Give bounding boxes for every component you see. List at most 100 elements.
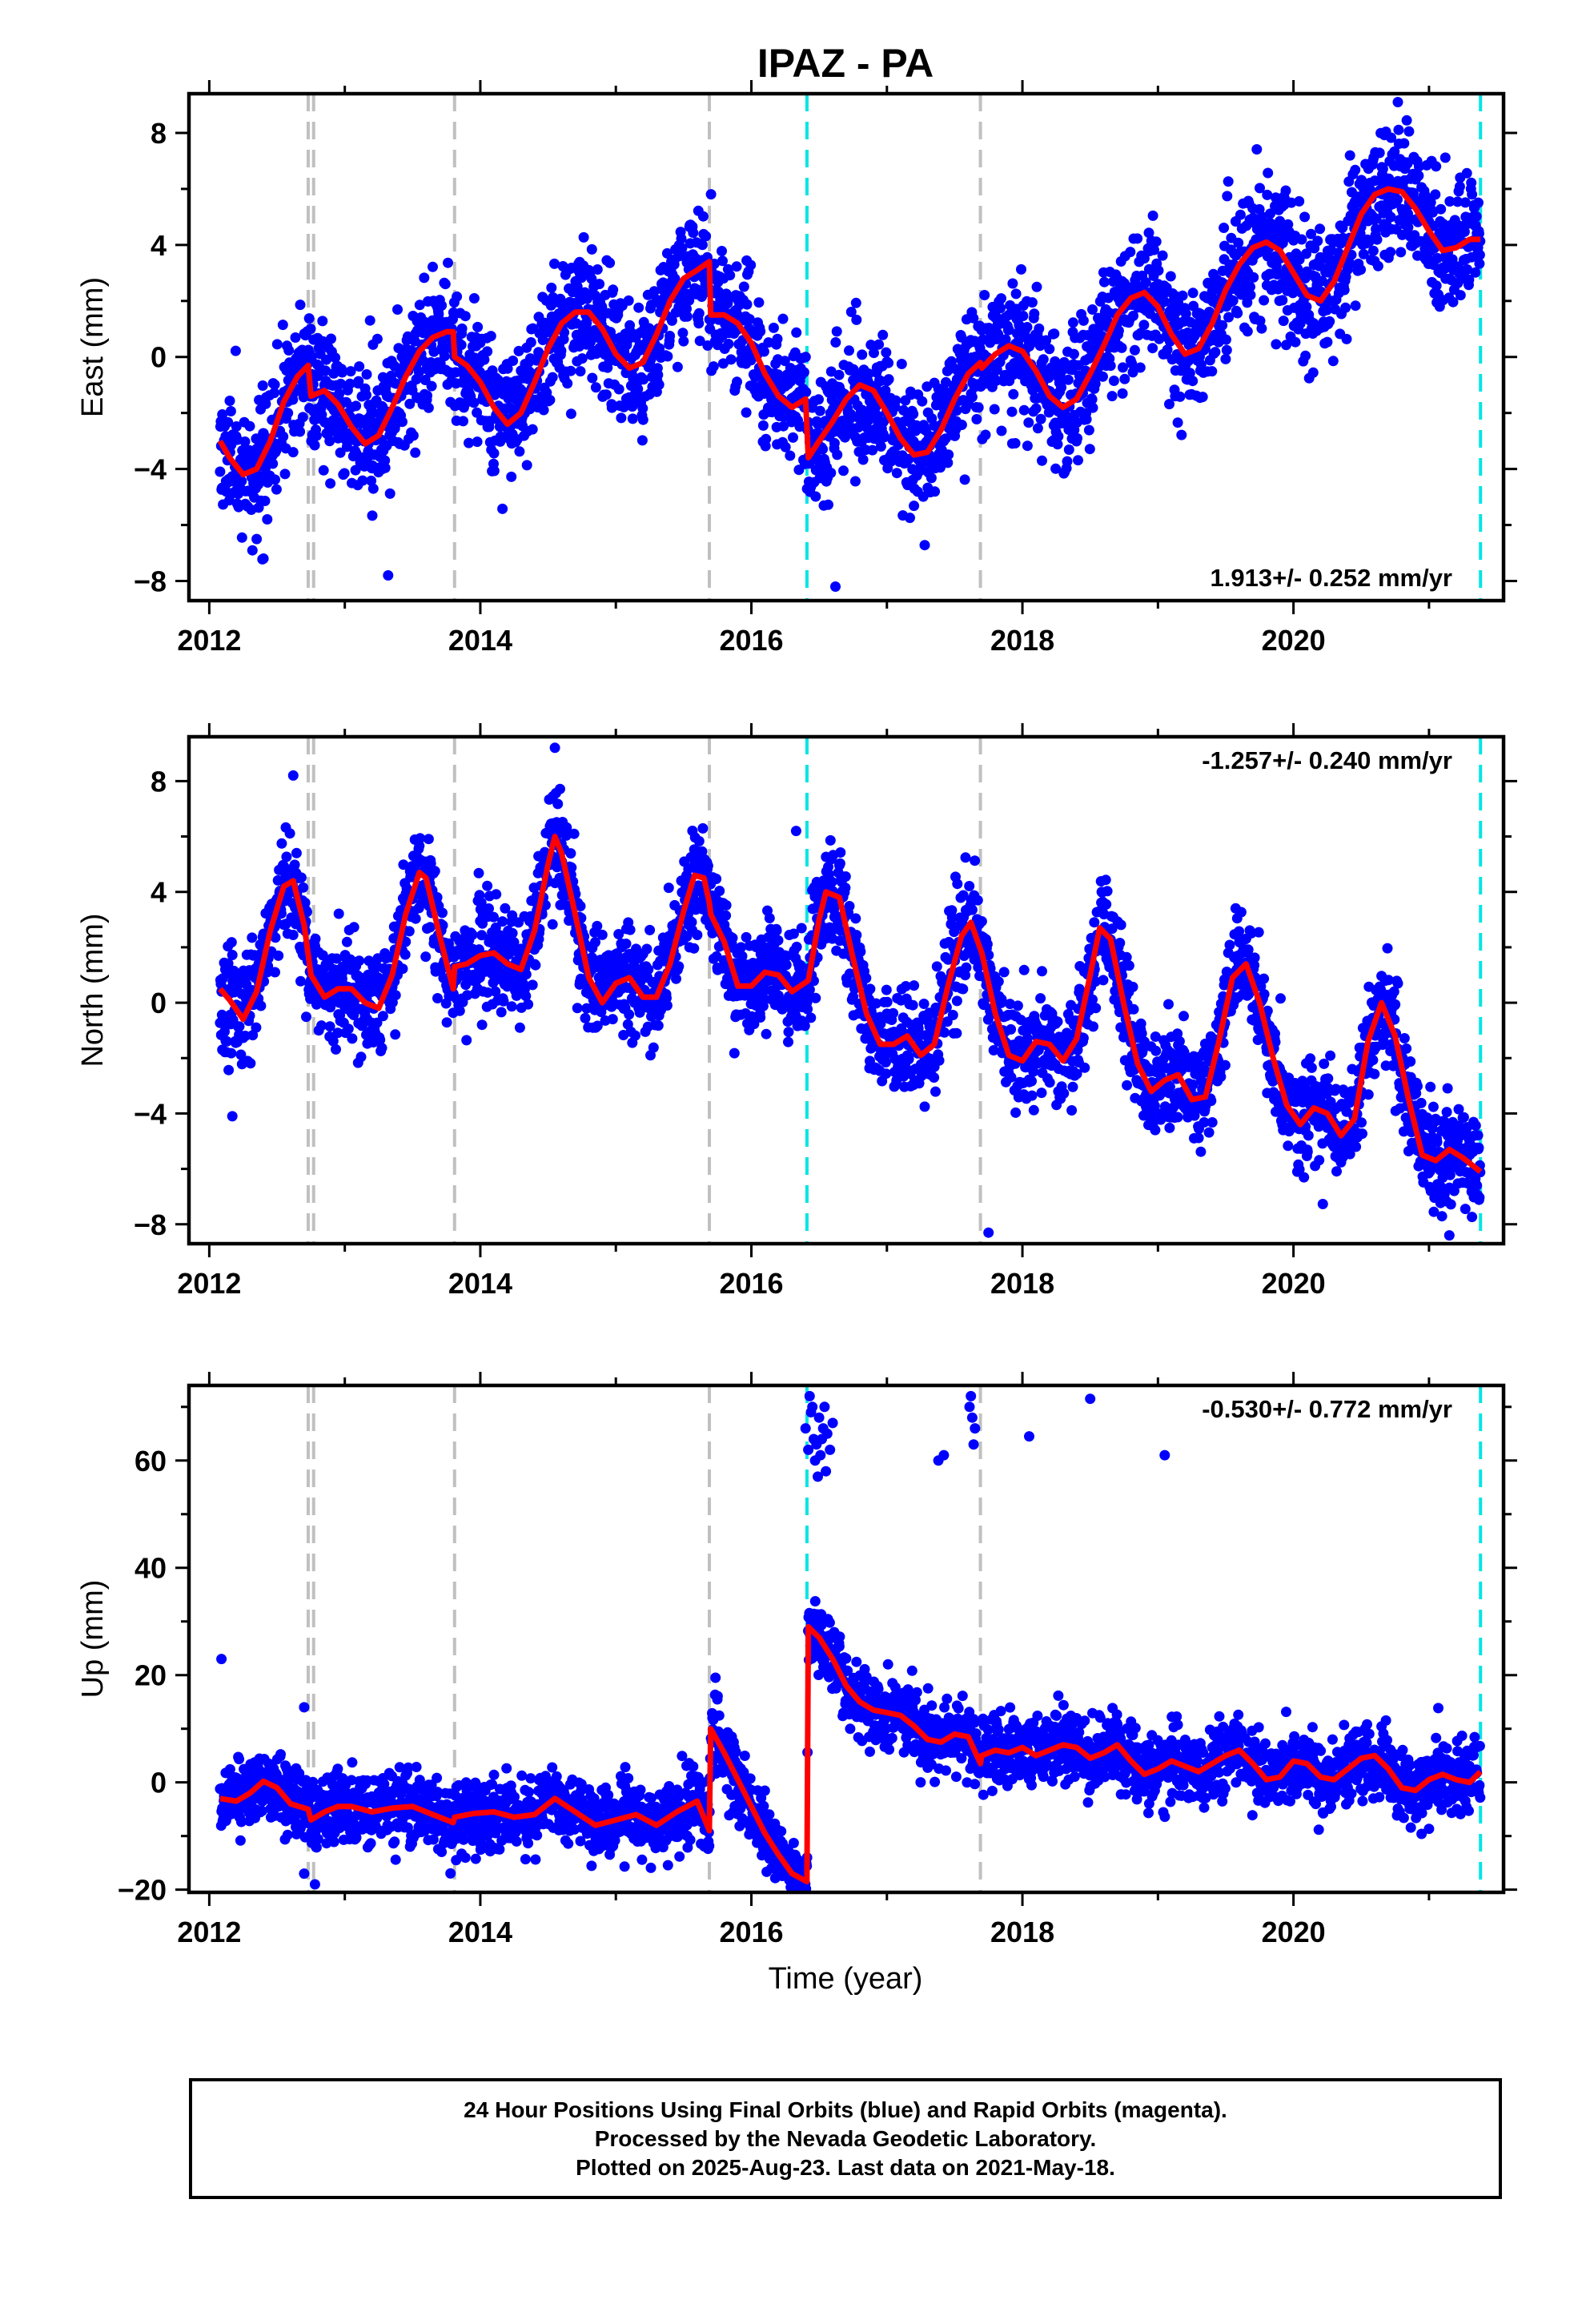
data-point bbox=[262, 514, 273, 525]
data-point bbox=[1355, 264, 1367, 275]
data-point bbox=[281, 851, 292, 862]
data-point bbox=[1395, 247, 1407, 258]
data-point bbox=[881, 996, 893, 1007]
data-point bbox=[881, 1068, 892, 1080]
data-point bbox=[361, 389, 371, 400]
data-point bbox=[440, 279, 451, 290]
data-point bbox=[896, 359, 907, 369]
data-point bbox=[236, 532, 247, 543]
data-point bbox=[1265, 208, 1275, 219]
data-point bbox=[697, 211, 709, 222]
data-point bbox=[1397, 229, 1407, 240]
data-point bbox=[508, 937, 520, 948]
data-point bbox=[423, 834, 434, 845]
data-point bbox=[482, 880, 493, 891]
data-point bbox=[490, 986, 501, 997]
data-point bbox=[371, 333, 383, 344]
data-point bbox=[269, 379, 280, 390]
data-point bbox=[1006, 406, 1018, 417]
data-point bbox=[419, 272, 430, 283]
data-point bbox=[278, 431, 289, 442]
data-point bbox=[1049, 328, 1060, 340]
data-point bbox=[1083, 424, 1094, 436]
data-point bbox=[1235, 209, 1246, 220]
data-point bbox=[1263, 167, 1274, 179]
data-point bbox=[506, 471, 517, 482]
data-point bbox=[1301, 301, 1312, 312]
data-point bbox=[336, 367, 347, 378]
data-point bbox=[594, 279, 605, 290]
data-point bbox=[590, 937, 600, 947]
data-point bbox=[1242, 326, 1253, 337]
data-point bbox=[341, 936, 352, 947]
data-point bbox=[537, 335, 548, 345]
data-point bbox=[959, 474, 970, 485]
data-point bbox=[758, 346, 769, 357]
rate-label: 1.913+/- 0.252 mm/yr bbox=[1211, 564, 1452, 592]
data-point bbox=[290, 332, 301, 343]
data-point bbox=[1165, 271, 1176, 282]
data-point bbox=[592, 920, 603, 931]
data-point bbox=[1127, 367, 1138, 378]
data-point bbox=[1401, 115, 1412, 126]
data-point bbox=[287, 447, 299, 458]
data-point bbox=[744, 314, 755, 324]
data-point bbox=[1029, 308, 1040, 320]
data-point bbox=[327, 1035, 339, 1047]
data-point bbox=[663, 883, 674, 894]
data-point bbox=[891, 468, 902, 479]
data-point bbox=[586, 243, 597, 255]
data-point bbox=[367, 510, 378, 521]
data-point bbox=[736, 942, 747, 953]
data-point bbox=[671, 973, 681, 984]
data-point bbox=[523, 999, 534, 1010]
data-point bbox=[800, 352, 811, 363]
data-point bbox=[665, 331, 676, 341]
model-fit-line bbox=[217, 186, 1481, 478]
data-point bbox=[1068, 348, 1079, 360]
data-point bbox=[845, 408, 857, 420]
data-point bbox=[1363, 236, 1375, 247]
data-point bbox=[810, 992, 821, 1003]
data-point bbox=[711, 874, 722, 884]
data-point bbox=[316, 1020, 327, 1031]
data-point bbox=[850, 297, 861, 308]
data-point bbox=[830, 581, 841, 592]
data-point bbox=[226, 937, 237, 948]
data-point bbox=[1134, 362, 1146, 373]
data-point bbox=[1386, 132, 1397, 143]
data-point bbox=[1324, 316, 1335, 327]
data-point bbox=[1403, 222, 1414, 233]
data-point bbox=[371, 1017, 383, 1028]
data-point bbox=[400, 936, 412, 947]
data-point bbox=[1172, 417, 1183, 428]
data-point bbox=[723, 339, 734, 349]
data-point bbox=[968, 312, 979, 324]
data-point bbox=[1452, 196, 1464, 207]
data-point bbox=[476, 897, 487, 908]
data-point bbox=[259, 496, 271, 506]
data-point bbox=[741, 299, 753, 310]
data-point bbox=[552, 798, 564, 810]
data-point bbox=[1430, 189, 1441, 200]
data-point bbox=[838, 465, 849, 476]
data-point bbox=[456, 323, 468, 334]
data-point bbox=[376, 1043, 387, 1054]
data-point bbox=[814, 405, 825, 416]
data-point bbox=[1119, 373, 1130, 384]
data-point bbox=[701, 231, 712, 242]
data-point bbox=[507, 927, 518, 939]
data-point bbox=[379, 455, 391, 466]
data-point bbox=[1461, 167, 1472, 179]
data-point bbox=[283, 345, 295, 356]
data-point bbox=[1322, 336, 1333, 348]
data-point bbox=[1277, 295, 1288, 306]
data-point bbox=[317, 950, 328, 961]
data-point bbox=[1087, 402, 1098, 413]
data-point bbox=[556, 345, 567, 356]
data-point bbox=[1197, 392, 1208, 403]
data-point bbox=[1187, 376, 1199, 387]
data-point bbox=[334, 388, 345, 400]
data-point bbox=[223, 958, 234, 969]
data-point bbox=[460, 311, 471, 322]
